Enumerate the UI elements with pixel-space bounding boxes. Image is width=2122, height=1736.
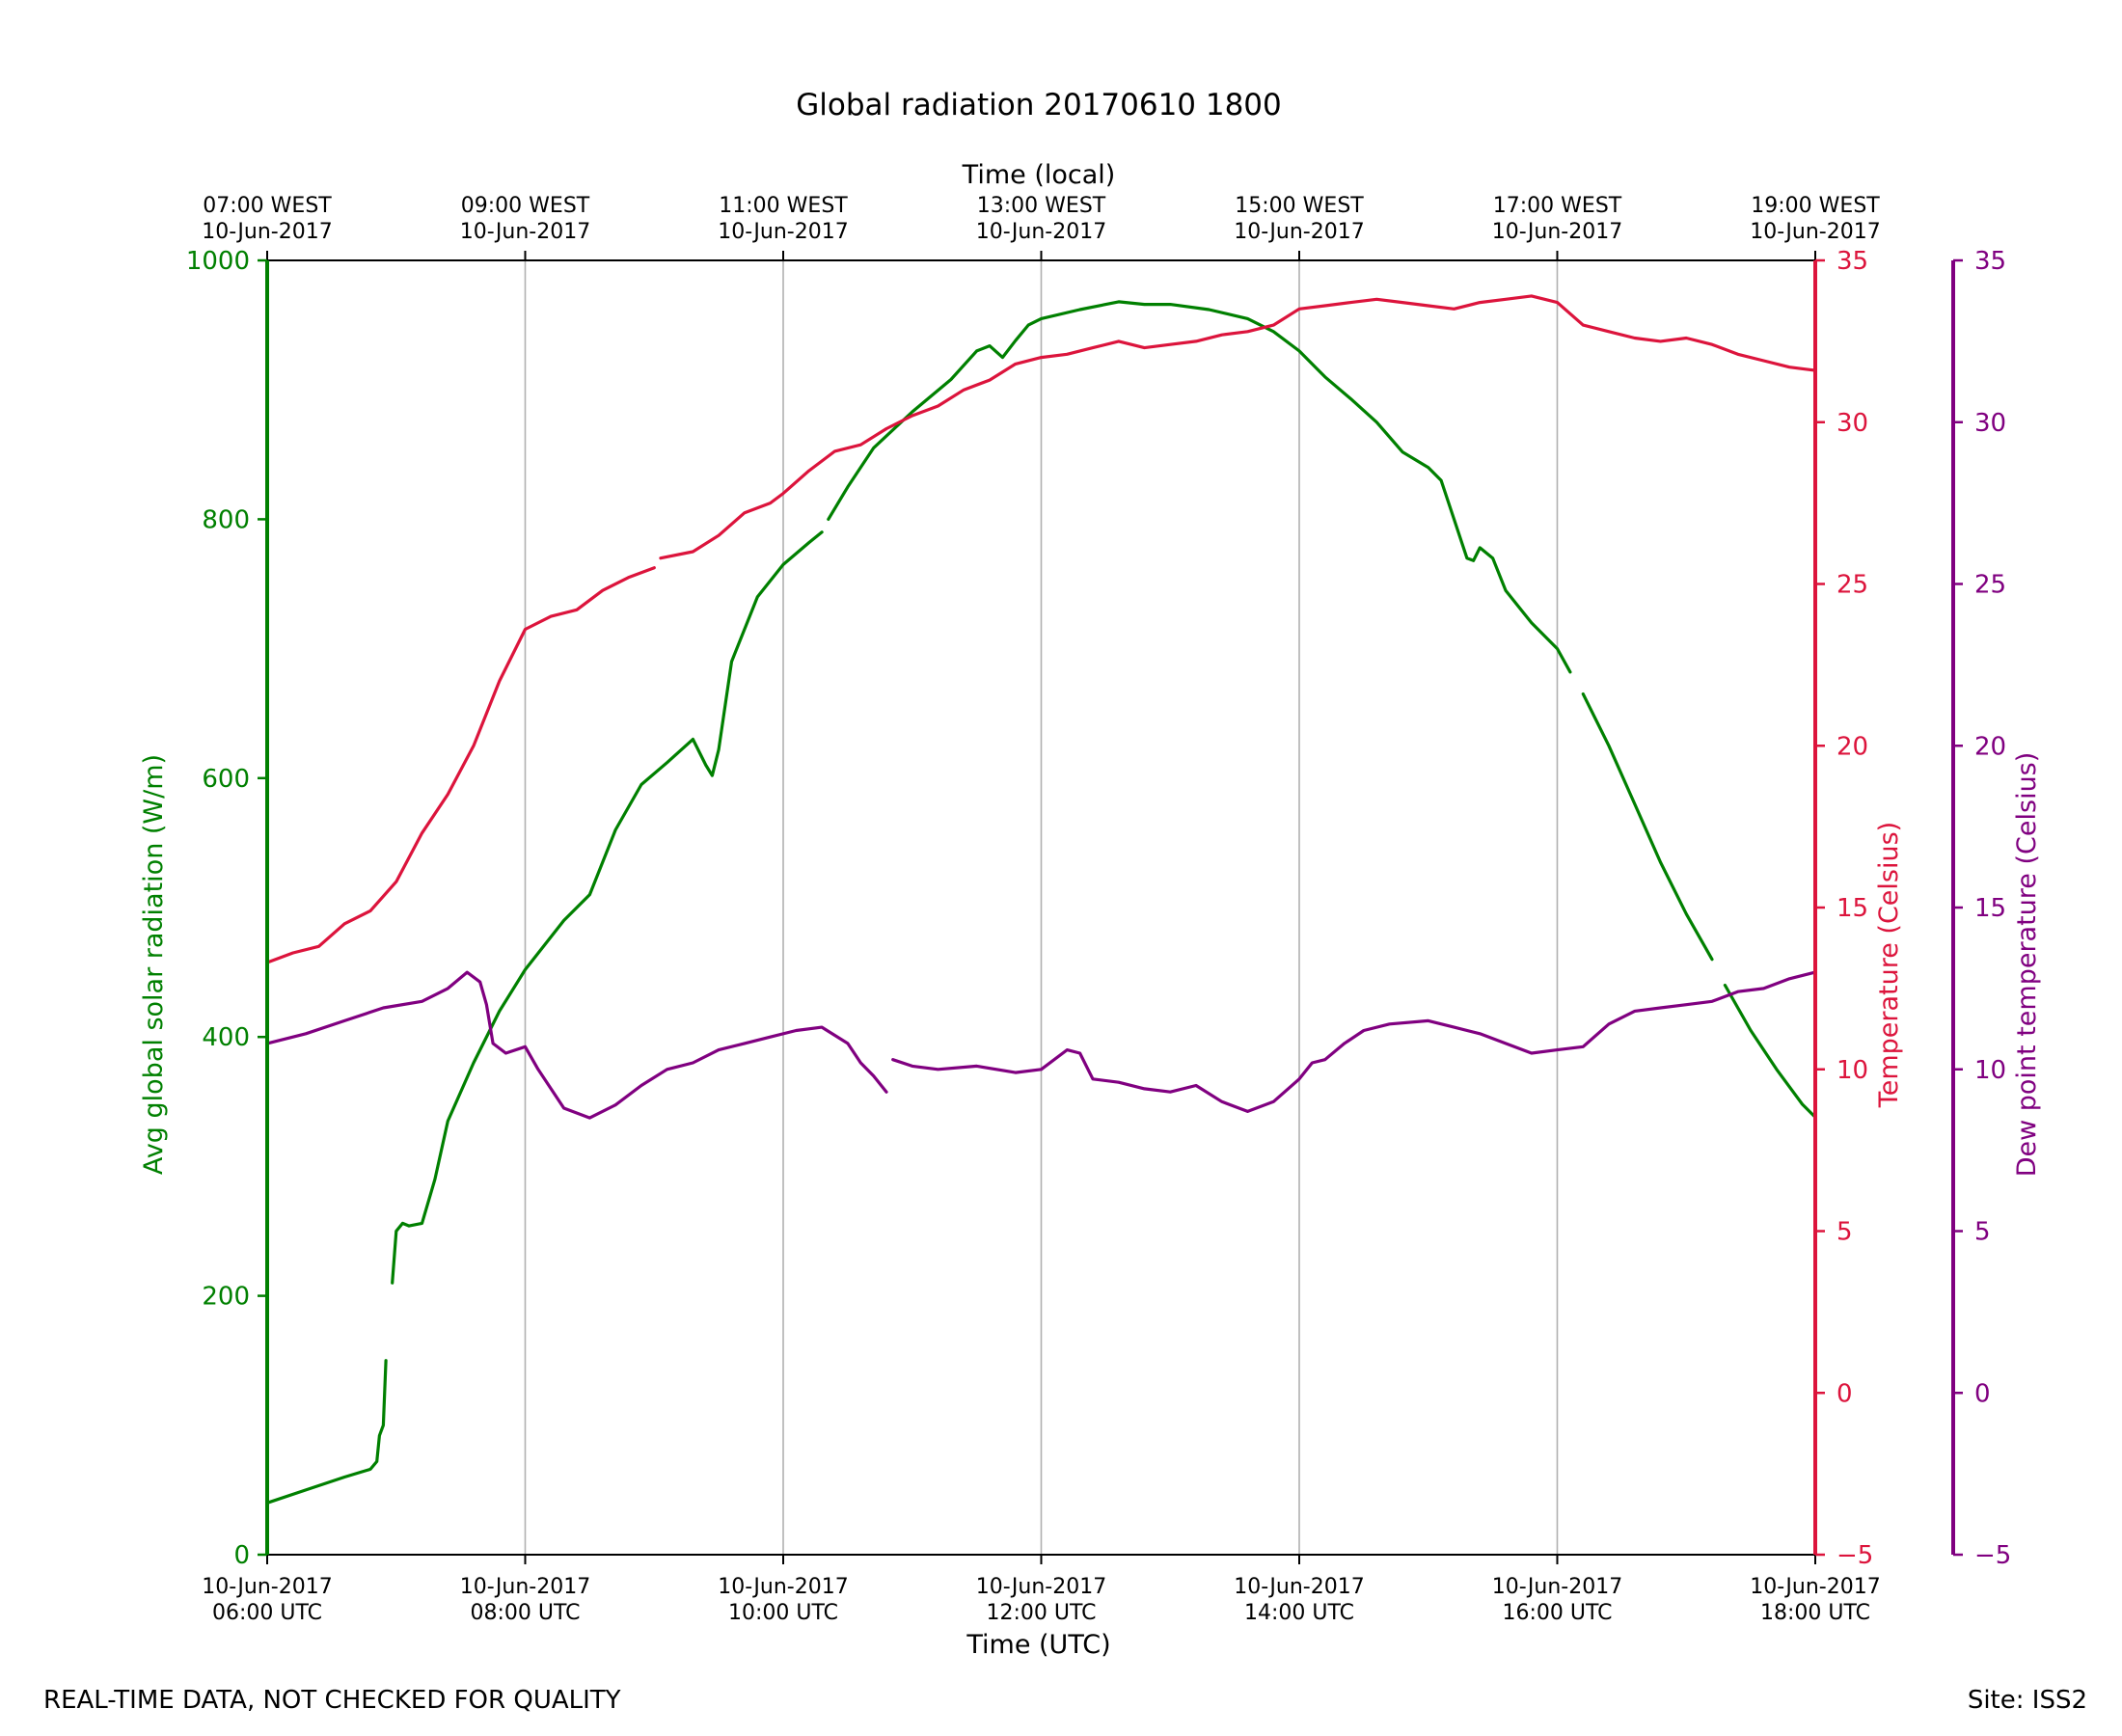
x-tick-label-top: 10-Jun-2017 <box>1750 220 1880 244</box>
radiation-tick-label: 400 <box>202 1023 250 1052</box>
temperature-tick-label: −5 <box>1836 1541 1873 1570</box>
x-tick-label-bottom: 08:00 UTC <box>470 1601 580 1625</box>
x-tick-label-bottom: 10-Jun-2017 <box>718 1575 848 1599</box>
x-tick-label-top: 07:00 WEST <box>203 194 332 218</box>
x-tick-label-bottom: 10-Jun-2017 <box>202 1575 332 1599</box>
dewpoint-axis-label: Dew point temperature (Celsius) <box>2012 752 2042 1178</box>
x-tick-label-top: 10-Jun-2017 <box>976 220 1106 244</box>
temperature-tick-label: 5 <box>1836 1218 1853 1247</box>
site-label: Site: ISS2 <box>1967 1686 2087 1715</box>
x-tick-label-bottom: 10-Jun-2017 <box>976 1575 1106 1599</box>
temperature-tick-label: 20 <box>1836 732 1868 761</box>
x-axis-top-label: Time (local) <box>962 160 1116 190</box>
temperature-axis-label: Temperature (Celsius) <box>1874 822 1904 1108</box>
x-tick-label-top: 10-Jun-2017 <box>460 220 590 244</box>
radiation-tick-label: 1000 <box>186 247 250 276</box>
temperature-tick-label: 35 <box>1836 247 1868 276</box>
radiation-tick-label: 200 <box>202 1283 250 1312</box>
x-tick-label-bottom: 14:00 UTC <box>1244 1601 1354 1625</box>
radiation-tick-label: 0 <box>233 1541 250 1570</box>
x-tick-label-top: 13:00 WEST <box>977 194 1106 218</box>
dewpoint-tick-label: −5 <box>1974 1541 2011 1570</box>
series-temperature-segment <box>265 566 656 964</box>
x-tick-label-top: 10-Jun-2017 <box>1234 220 1364 244</box>
x-tick-label-top: 09:00 WEST <box>461 194 590 218</box>
series-radiation-segment <box>1723 983 1817 1119</box>
dewpoint-tick-label: 20 <box>1974 732 2006 761</box>
x-tick-label-bottom: 10-Jun-2017 <box>460 1575 590 1599</box>
x-tick-label-bottom: 10-Jun-2017 <box>1492 1575 1622 1599</box>
radiation-tick-label: 800 <box>202 505 250 534</box>
series-radiation-segment <box>827 300 1572 674</box>
x-tick-label-top: 11:00 WEST <box>719 194 848 218</box>
dewpoint-tick-label: 10 <box>1974 1056 2006 1085</box>
x-tick-label-top: 10-Jun-2017 <box>1492 220 1622 244</box>
temperature-tick-label: 15 <box>1836 894 1868 923</box>
dewpoint-tick-label: 15 <box>1974 894 2006 923</box>
x-tick-label-bottom: 18:00 UTC <box>1760 1601 1870 1625</box>
dewpoint-tick-label: 5 <box>1974 1218 1991 1247</box>
x-tick-label-top: 10-Jun-2017 <box>718 220 848 244</box>
dewpoint-tick-label: 30 <box>1974 409 2006 438</box>
dewpoint-tick-label: 25 <box>1974 571 2006 600</box>
x-tick-label-top: 19:00 WEST <box>1751 194 1880 218</box>
quality-note: REAL-TIME DATA, NOT CHECKED FOR QUALITY <box>43 1686 621 1715</box>
text-layer: Global radiation 20170610 1800 Time (loc… <box>139 88 2042 1660</box>
radiation-tick-label: 600 <box>202 765 250 794</box>
temperature-tick-label: 30 <box>1836 409 1868 438</box>
grid-layer <box>524 260 1559 1555</box>
dewpoint-tick-label: 0 <box>1974 1379 1991 1408</box>
dewpoint-tick-label: 35 <box>1974 247 2006 276</box>
x-axis-bottom-label: Time (UTC) <box>966 1630 1110 1660</box>
series-dewpoint-segment <box>265 970 888 1120</box>
temperature-tick-label: 10 <box>1836 1056 1868 1085</box>
series-radiation-segment <box>1581 692 1714 962</box>
series-radiation-segment <box>265 1359 388 1505</box>
series-radiation-segment <box>391 530 824 1285</box>
temperature-tick-label: 25 <box>1836 571 1868 600</box>
series-dewpoint-segment <box>891 970 1817 1113</box>
x-tick-label-top: 17:00 WEST <box>1493 194 1622 218</box>
x-tick-label-bottom: 12:00 UTC <box>986 1601 1096 1625</box>
x-tick-label-bottom: 10:00 UTC <box>728 1601 838 1625</box>
x-tick-label-bottom: 10-Jun-2017 <box>1750 1575 1880 1599</box>
series-layer <box>265 294 1817 1505</box>
x-tick-label-top: 15:00 WEST <box>1235 194 1364 218</box>
x-tick-label-bottom: 10-Jun-2017 <box>1234 1575 1364 1599</box>
radiation-axis-label: Avg global solar radiation (W/m) <box>139 754 169 1175</box>
series-temperature-segment <box>659 294 1817 560</box>
x-tick-label-top: 10-Jun-2017 <box>202 220 332 244</box>
x-tick-label-bottom: 06:00 UTC <box>212 1601 322 1625</box>
x-tick-label-bottom: 16:00 UTC <box>1502 1601 1612 1625</box>
chart-title: Global radiation 20170610 1800 <box>796 88 1282 122</box>
temperature-tick-label: 0 <box>1836 1379 1853 1408</box>
